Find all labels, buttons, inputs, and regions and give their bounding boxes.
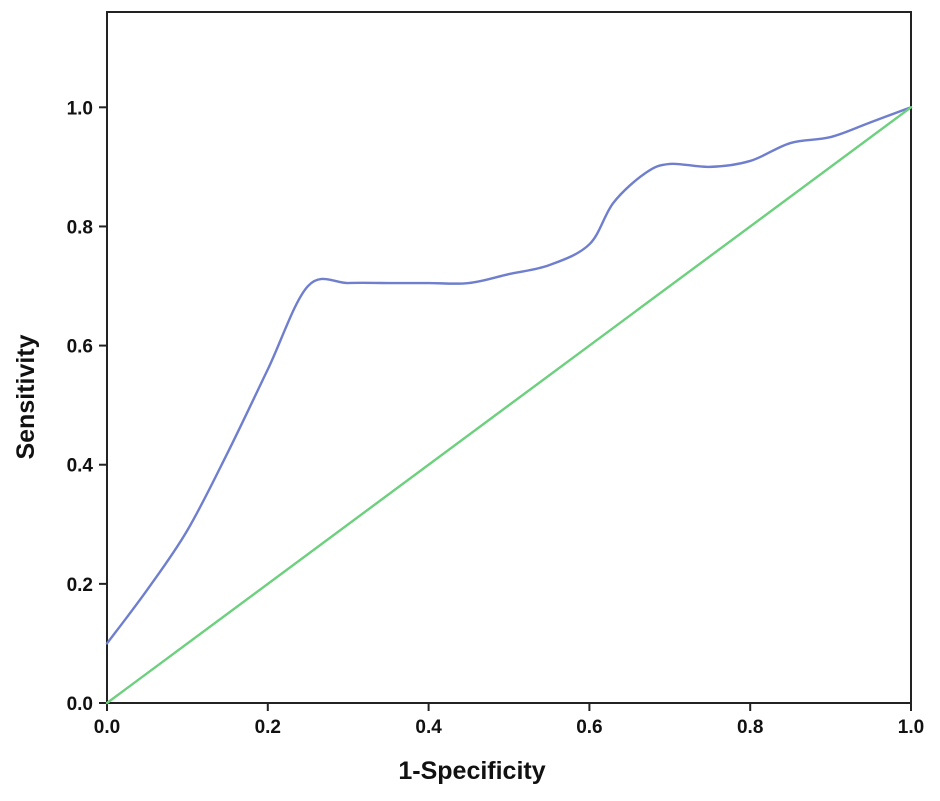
x-axis-title: 1-Specificity xyxy=(398,757,545,785)
y-tick-label: 0.2 xyxy=(67,575,93,596)
y-tick-label: 1.0 xyxy=(67,98,93,119)
y-tick-label: 0.8 xyxy=(67,217,93,238)
reference-diagonal-line xyxy=(105,106,913,705)
x-tick-label: 0.8 xyxy=(737,717,763,738)
x-tick-label: 0.4 xyxy=(415,717,442,738)
y-axis-ticks: 0.0 0.2 0.4 0.6 0.8 1.0 xyxy=(67,98,107,715)
y-tick-label: 0.0 xyxy=(67,694,93,715)
plot-frame xyxy=(106,11,912,704)
y-axis-title: Sensitivity xyxy=(12,334,40,459)
x-axis-ticks: 0.0 0.2 0.4 0.6 0.8 1.0 xyxy=(94,703,924,738)
y-tick-label: 0.6 xyxy=(67,337,93,358)
x-tick-label: 0.0 xyxy=(94,717,120,738)
x-tick-label: 0.2 xyxy=(255,717,281,738)
roc-curve-line xyxy=(105,106,913,645)
x-tick-label: 0.6 xyxy=(576,717,602,738)
y-tick-label: 0.4 xyxy=(67,456,94,477)
series-layer xyxy=(105,106,913,705)
x-tick-label: 1.0 xyxy=(898,717,924,738)
